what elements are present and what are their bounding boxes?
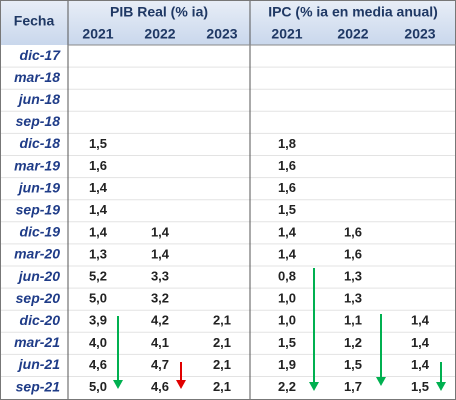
arrowhead (176, 380, 186, 389)
value-cell: 4,6 (151, 379, 169, 394)
date-cell: dic-20 (20, 312, 61, 328)
value-cell: 4,0 (89, 335, 107, 350)
value-cell: 1,6 (89, 158, 107, 173)
value-cell: 1,9 (278, 357, 296, 372)
value-cell: 1,5 (344, 357, 362, 372)
value-cell: 1,5 (278, 202, 296, 217)
value-cell: 1,3 (89, 246, 107, 261)
value-cell: 1,2 (344, 335, 362, 350)
value-cell: 5,0 (89, 291, 107, 306)
date-cell: mar-20 (14, 246, 60, 262)
value-cell: 2,1 (213, 379, 231, 394)
year-label: 2021 (271, 26, 302, 42)
value-cell: 1,6 (344, 224, 362, 239)
date-cell: dic-18 (20, 135, 61, 151)
value-cell: 3,2 (151, 291, 169, 306)
date-cell: sep-21 (16, 378, 61, 394)
arrowhead (376, 377, 386, 386)
value-cell: 1,4 (411, 313, 430, 328)
year-label: 2023 (404, 26, 435, 42)
date-cell: jun-19 (17, 179, 60, 195)
header-background (0, 0, 456, 45)
value-cell: 1,5 (411, 379, 429, 394)
date-cell: jun-21 (17, 356, 60, 372)
date-cell: sep-20 (16, 290, 61, 306)
group-title: PIB Real (% ia) (110, 4, 208, 20)
date-cell: sep-18 (16, 113, 61, 129)
year-label: 2021 (82, 26, 113, 42)
date-cell: jun-18 (17, 91, 60, 107)
date-cell: mar-19 (14, 157, 60, 173)
value-cell: 4,7 (151, 357, 169, 372)
value-cell: 1,6 (278, 158, 296, 173)
year-label: 2022 (144, 26, 175, 42)
value-cell: 1,4 (89, 180, 108, 195)
value-cell: 1,0 (278, 291, 296, 306)
value-cell: 4,1 (151, 335, 169, 350)
value-cell: 4,6 (89, 357, 107, 372)
value-cell: 1,3 (344, 291, 362, 306)
value-cell: 1,4 (89, 224, 108, 239)
value-cell: 1,4 (89, 202, 108, 217)
year-label: 2022 (337, 26, 368, 42)
arrowhead (113, 380, 123, 389)
date-cell: mar-18 (14, 69, 60, 85)
trend-arrows (113, 268, 446, 391)
value-cell: 5,0 (89, 379, 107, 394)
date-cell: dic-17 (20, 47, 62, 63)
value-cell: 4,2 (151, 313, 169, 328)
value-cell: 1,3 (344, 268, 362, 283)
value-cell: 2,1 (213, 357, 231, 372)
arrowhead (309, 382, 319, 391)
value-cell: 0,8 (278, 268, 296, 283)
date-cell: mar-21 (14, 334, 60, 350)
value-cell: 1,1 (344, 313, 362, 328)
value-cell: 3,3 (151, 268, 169, 283)
value-cell: 1,6 (278, 180, 296, 195)
value-cell: 1,4 (411, 357, 430, 372)
value-cell: 2,1 (213, 335, 231, 350)
value-cell: 1,4 (411, 335, 430, 350)
value-cell: 1,4 (278, 224, 297, 239)
value-cell: 1,6 (344, 246, 362, 261)
value-cell: 5,2 (89, 268, 107, 283)
value-cell: 1,4 (278, 246, 297, 261)
value-cell: 1,7 (344, 379, 362, 394)
value-cell: 1,5 (89, 136, 107, 151)
date-cell: dic-19 (20, 224, 61, 240)
value-cell: 1,0 (278, 313, 296, 328)
group-title: IPC (% ia en media anual) (268, 4, 438, 20)
value-cell: 1,4 (151, 246, 170, 261)
date-cell: jun-20 (17, 268, 60, 284)
value-cell: 1,4 (151, 224, 170, 239)
value-cell: 2,1 (213, 313, 231, 328)
year-label: 2023 (206, 26, 237, 42)
value-cell: 1,8 (278, 136, 296, 151)
value-cell: 1,5 (278, 335, 296, 350)
arrowhead (436, 382, 446, 391)
date-cell: sep-19 (16, 201, 61, 217)
value-cell: 3,9 (89, 313, 107, 328)
value-cell: 2,2 (278, 379, 296, 394)
header-fecha: Fecha (14, 13, 55, 29)
